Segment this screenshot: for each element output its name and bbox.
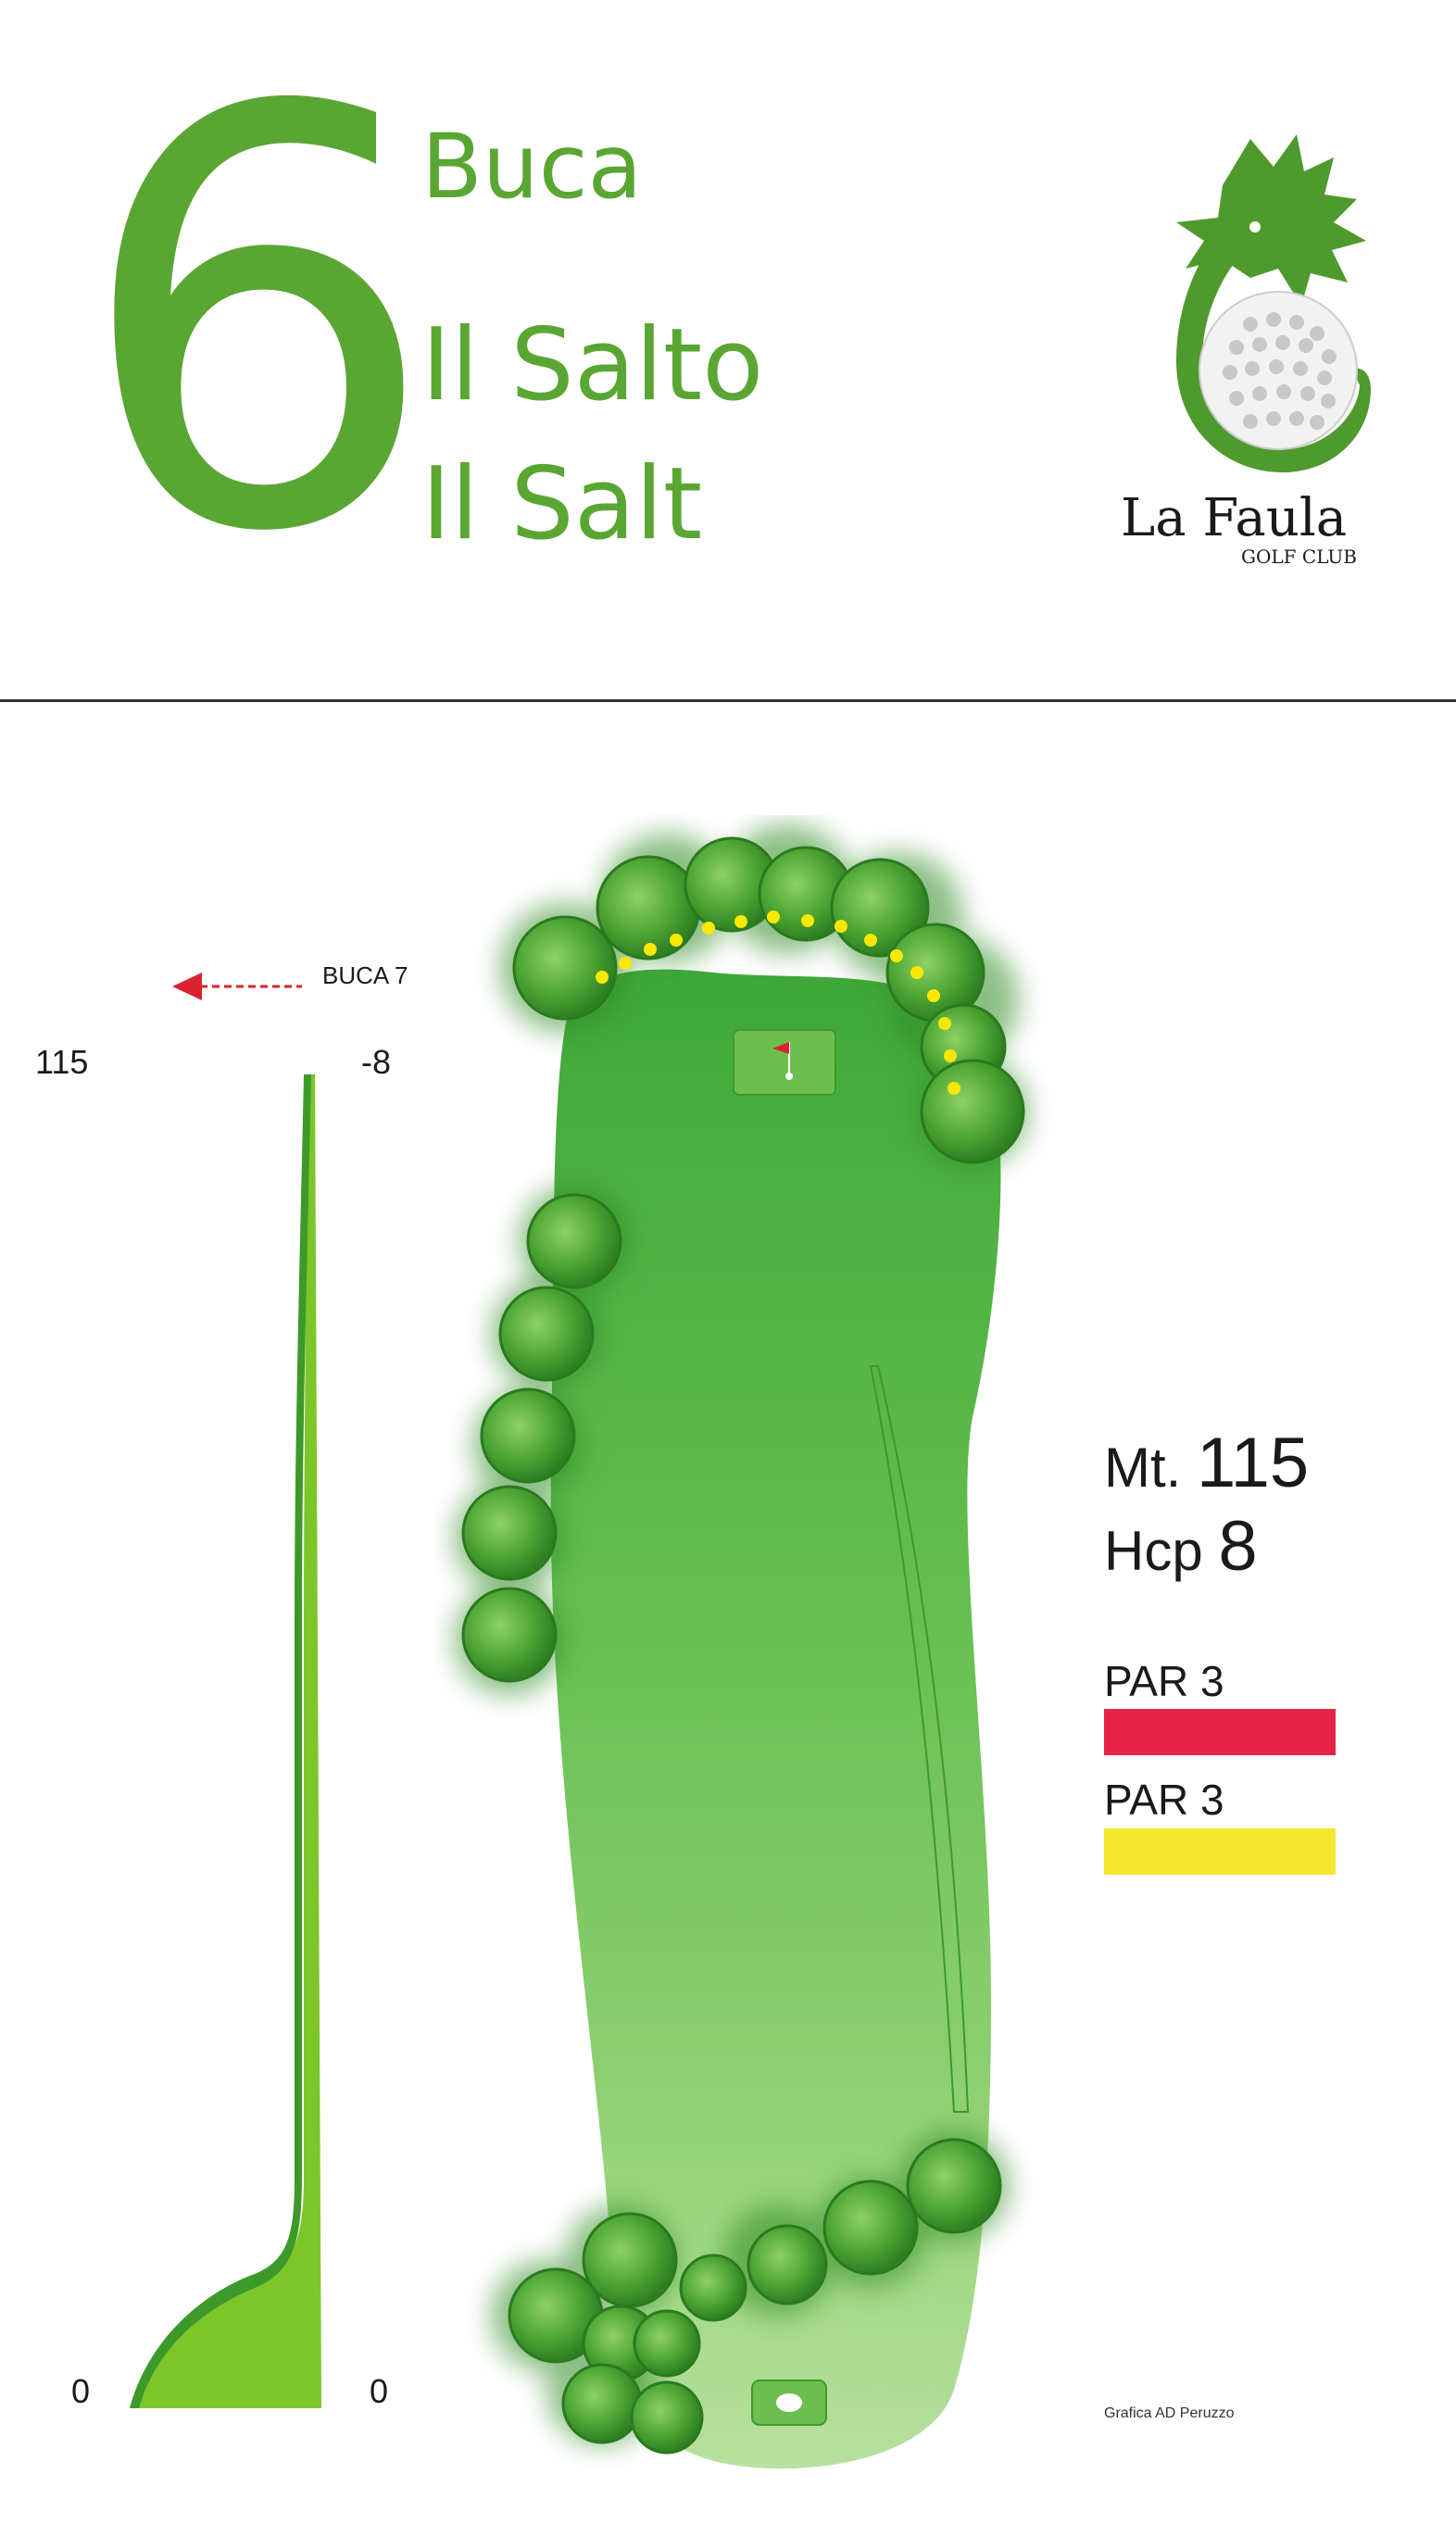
logo-text: La Faula [1121,488,1348,548]
next-hole-arrow-icon [172,973,302,1000]
profile-elevation-bottom: 0 [370,2372,389,2410]
header-divider [0,699,1456,702]
distance-value: 115 [1197,1424,1310,1502]
hole-name-italian: Il Salto [421,308,764,423]
hole-name-local: Il Salt [421,446,703,562]
next-hole-label: BUCA 7 [322,961,408,989]
hole-label: Buca [421,115,643,219]
red-tee-bar [1104,1709,1336,1755]
yellow-tee-bar [1104,1828,1336,1875]
par-red-tee-label: PAR 3 [1104,1657,1224,1705]
hole-map [454,824,1028,2469]
hole-number: 6 [74,0,439,658]
profile-distance-bottom: 0 [71,2372,91,2410]
credit-text: Grafica AD Peruzzo [1104,2405,1235,2421]
hole-distance: Mt. 115 [1104,1426,1309,1505]
dragon-golf-ball-icon [1176,134,1371,472]
hcp-value: 8 [1218,1507,1258,1586]
elevation-profile [130,1074,321,2408]
hcp-prefix: Hcp [1104,1520,1203,1582]
profile-distance-top: 115 [35,1043,89,1081]
par-yellow-tee-label: PAR 3 [1104,1776,1224,1824]
profile-elevation-top: -8 [361,1043,392,1081]
hole-handicap: Hcp 8 [1104,1510,1258,1588]
distance-prefix: Mt. [1104,1437,1182,1499]
logo-subtext: GOLF CLUB [1241,546,1357,568]
